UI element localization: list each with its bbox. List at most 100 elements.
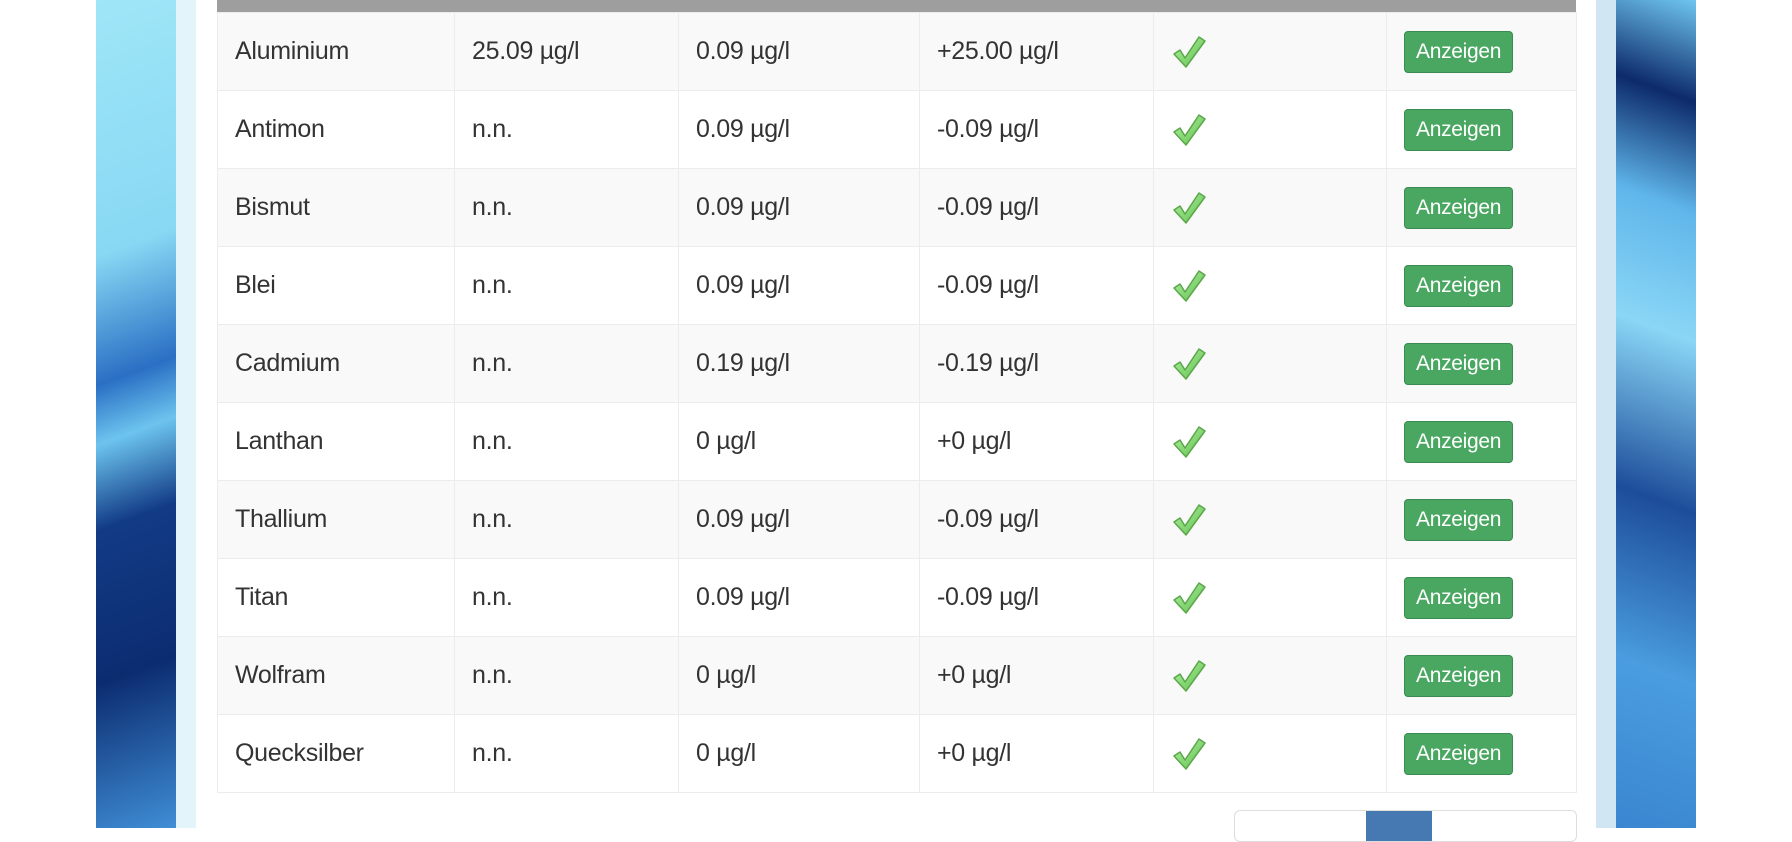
checkmark-icon — [1171, 736, 1386, 772]
action-cell: Anzeigen — [1386, 558, 1577, 637]
page-border-right — [1596, 0, 1616, 828]
element-name: Antimon — [217, 90, 455, 169]
limit-value: 0.09 µg/l — [678, 168, 920, 247]
action-cell: Anzeigen — [1386, 90, 1577, 169]
show-button[interactable]: Anzeigen — [1404, 264, 1514, 307]
limit-value: 0.19 µg/l — [678, 324, 920, 403]
measured-value: n.n. — [454, 324, 679, 403]
checkmark-icon — [1171, 346, 1386, 382]
checkmark-icon — [1171, 112, 1386, 148]
measured-value: n.n. — [454, 168, 679, 247]
measured-value: n.n. — [454, 480, 679, 559]
difference-value: -0.09 µg/l — [919, 246, 1154, 325]
show-button[interactable]: Anzeigen — [1404, 342, 1514, 385]
table-row: Wolfram n.n. 0 µg/l +0 µg/l Anzeigen — [217, 636, 1577, 715]
element-name: Quecksilber — [217, 714, 455, 793]
table-header — [217, 0, 1576, 12]
measured-value: n.n. — [454, 90, 679, 169]
measured-value: n.n. — [454, 402, 679, 481]
measured-value: n.n. — [454, 714, 679, 793]
checkmark-icon — [1171, 424, 1386, 460]
difference-value: +25.00 µg/l — [919, 12, 1154, 91]
element-name: Bismut — [217, 168, 455, 247]
element-name: Aluminium — [217, 12, 455, 91]
show-button[interactable]: Anzeigen — [1404, 186, 1514, 229]
table-row: Quecksilber n.n. 0 µg/l +0 µg/l Anzeigen — [217, 714, 1577, 793]
limit-value: 0.09 µg/l — [678, 480, 920, 559]
background-image-right — [1616, 0, 1696, 828]
pagination-current-page[interactable] — [1366, 811, 1432, 841]
difference-value: -0.09 µg/l — [919, 558, 1154, 637]
status-cell — [1153, 90, 1387, 169]
action-cell: Anzeigen — [1386, 636, 1577, 715]
table-row: Titan n.n. 0.09 µg/l -0.09 µg/l Anzeigen — [217, 558, 1577, 637]
limit-value: 0.09 µg/l — [678, 90, 920, 169]
measured-value: n.n. — [454, 558, 679, 637]
element-name: Cadmium — [217, 324, 455, 403]
action-cell: Anzeigen — [1386, 12, 1577, 91]
show-button[interactable]: Anzeigen — [1404, 732, 1514, 775]
table-row: Blei n.n. 0.09 µg/l -0.09 µg/l Anzeigen — [217, 246, 1577, 325]
show-button[interactable]: Anzeigen — [1404, 420, 1514, 463]
table-row: Lanthan n.n. 0 µg/l +0 µg/l Anzeigen — [217, 402, 1577, 481]
measured-value: 25.09 µg/l — [454, 12, 679, 91]
difference-value: -0.09 µg/l — [919, 168, 1154, 247]
pagination-previous[interactable] — [1235, 811, 1366, 841]
checkmark-icon — [1171, 190, 1386, 226]
limit-value: 0.09 µg/l — [678, 558, 920, 637]
show-button[interactable]: Anzeigen — [1404, 576, 1514, 619]
difference-value: -0.09 µg/l — [919, 90, 1154, 169]
limit-value: 0.09 µg/l — [678, 12, 920, 91]
table-row: Cadmium n.n. 0.19 µg/l -0.19 µg/l Anzeig… — [217, 324, 1577, 403]
table-row: Aluminium 25.09 µg/l 0.09 µg/l +25.00 µg… — [217, 12, 1577, 91]
difference-value: -0.09 µg/l — [919, 480, 1154, 559]
limit-value: 0 µg/l — [678, 714, 920, 793]
status-cell — [1153, 324, 1387, 403]
status-cell — [1153, 636, 1387, 715]
element-name: Thallium — [217, 480, 455, 559]
element-name: Blei — [217, 246, 455, 325]
limit-value: 0.09 µg/l — [678, 246, 920, 325]
checkmark-icon — [1171, 580, 1386, 616]
status-cell — [1153, 246, 1387, 325]
show-button[interactable]: Anzeigen — [1404, 30, 1514, 73]
show-button[interactable]: Anzeigen — [1404, 654, 1514, 697]
status-cell — [1153, 168, 1387, 247]
table-row: Thallium n.n. 0.09 µg/l -0.09 µg/l Anzei… — [217, 480, 1577, 559]
status-cell — [1153, 12, 1387, 91]
results-table: Aluminium 25.09 µg/l 0.09 µg/l +25.00 µg… — [217, 12, 1577, 793]
checkmark-icon — [1171, 268, 1386, 304]
status-cell — [1153, 558, 1387, 637]
difference-value: +0 µg/l — [919, 402, 1154, 481]
checkmark-icon — [1171, 502, 1386, 538]
difference-value: -0.19 µg/l — [919, 324, 1154, 403]
background-image-left — [96, 0, 176, 828]
show-button[interactable]: Anzeigen — [1404, 498, 1514, 541]
measured-value: n.n. — [454, 636, 679, 715]
status-cell — [1153, 714, 1387, 793]
pagination-next[interactable] — [1432, 811, 1576, 841]
checkmark-icon — [1171, 658, 1386, 694]
limit-value: 0 µg/l — [678, 636, 920, 715]
difference-value: +0 µg/l — [919, 636, 1154, 715]
element-name: Wolfram — [217, 636, 455, 715]
table-row: Bismut n.n. 0.09 µg/l -0.09 µg/l Anzeige… — [217, 168, 1577, 247]
status-cell — [1153, 480, 1387, 559]
limit-value: 0 µg/l — [678, 402, 920, 481]
pagination — [1234, 810, 1577, 842]
action-cell: Anzeigen — [1386, 480, 1577, 559]
action-cell: Anzeigen — [1386, 246, 1577, 325]
action-cell: Anzeigen — [1386, 714, 1577, 793]
action-cell: Anzeigen — [1386, 324, 1577, 403]
action-cell: Anzeigen — [1386, 402, 1577, 481]
status-cell — [1153, 402, 1387, 481]
difference-value: +0 µg/l — [919, 714, 1154, 793]
element-name: Titan — [217, 558, 455, 637]
measured-value: n.n. — [454, 246, 679, 325]
table-row: Antimon n.n. 0.09 µg/l -0.09 µg/l Anzeig… — [217, 90, 1577, 169]
action-cell: Anzeigen — [1386, 168, 1577, 247]
element-name: Lanthan — [217, 402, 455, 481]
page-border-left — [176, 0, 196, 828]
show-button[interactable]: Anzeigen — [1404, 108, 1514, 151]
checkmark-icon — [1171, 34, 1386, 70]
